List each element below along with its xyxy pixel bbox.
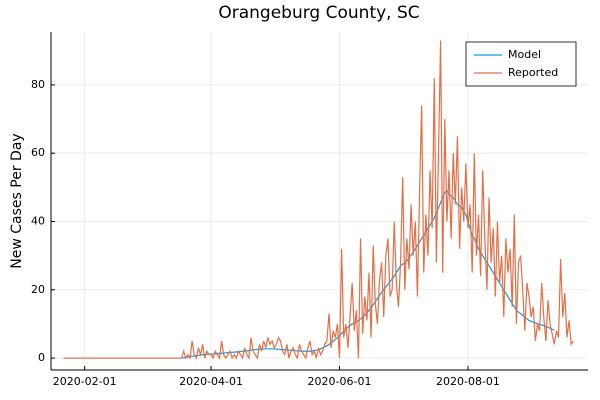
x-tick-label: 2020-08-01 — [436, 375, 500, 388]
y-tick-label: 40 — [31, 214, 45, 227]
legend-label: Reported — [508, 66, 558, 79]
legend-label: Model — [508, 48, 541, 61]
chart-title: Orangeburg County, SC — [218, 3, 419, 23]
series-line — [63, 40, 574, 360]
y-tick-label: 20 — [31, 283, 45, 296]
x-tick-label: 2020-04-01 — [179, 375, 243, 388]
y-tick-label: 60 — [31, 146, 45, 159]
y-tick-label: 0 — [38, 351, 45, 364]
y-axis-label: New Cases Per Day — [9, 133, 25, 268]
x-tick-label: 2020-06-01 — [308, 375, 372, 388]
x-tick-label: 2020-02-01 — [53, 375, 117, 388]
y-tick-label: 80 — [31, 78, 45, 91]
legend-box — [465, 41, 577, 87]
